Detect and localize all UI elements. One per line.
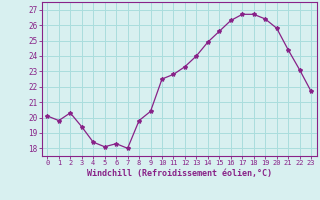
X-axis label: Windchill (Refroidissement éolien,°C): Windchill (Refroidissement éolien,°C) xyxy=(87,169,272,178)
